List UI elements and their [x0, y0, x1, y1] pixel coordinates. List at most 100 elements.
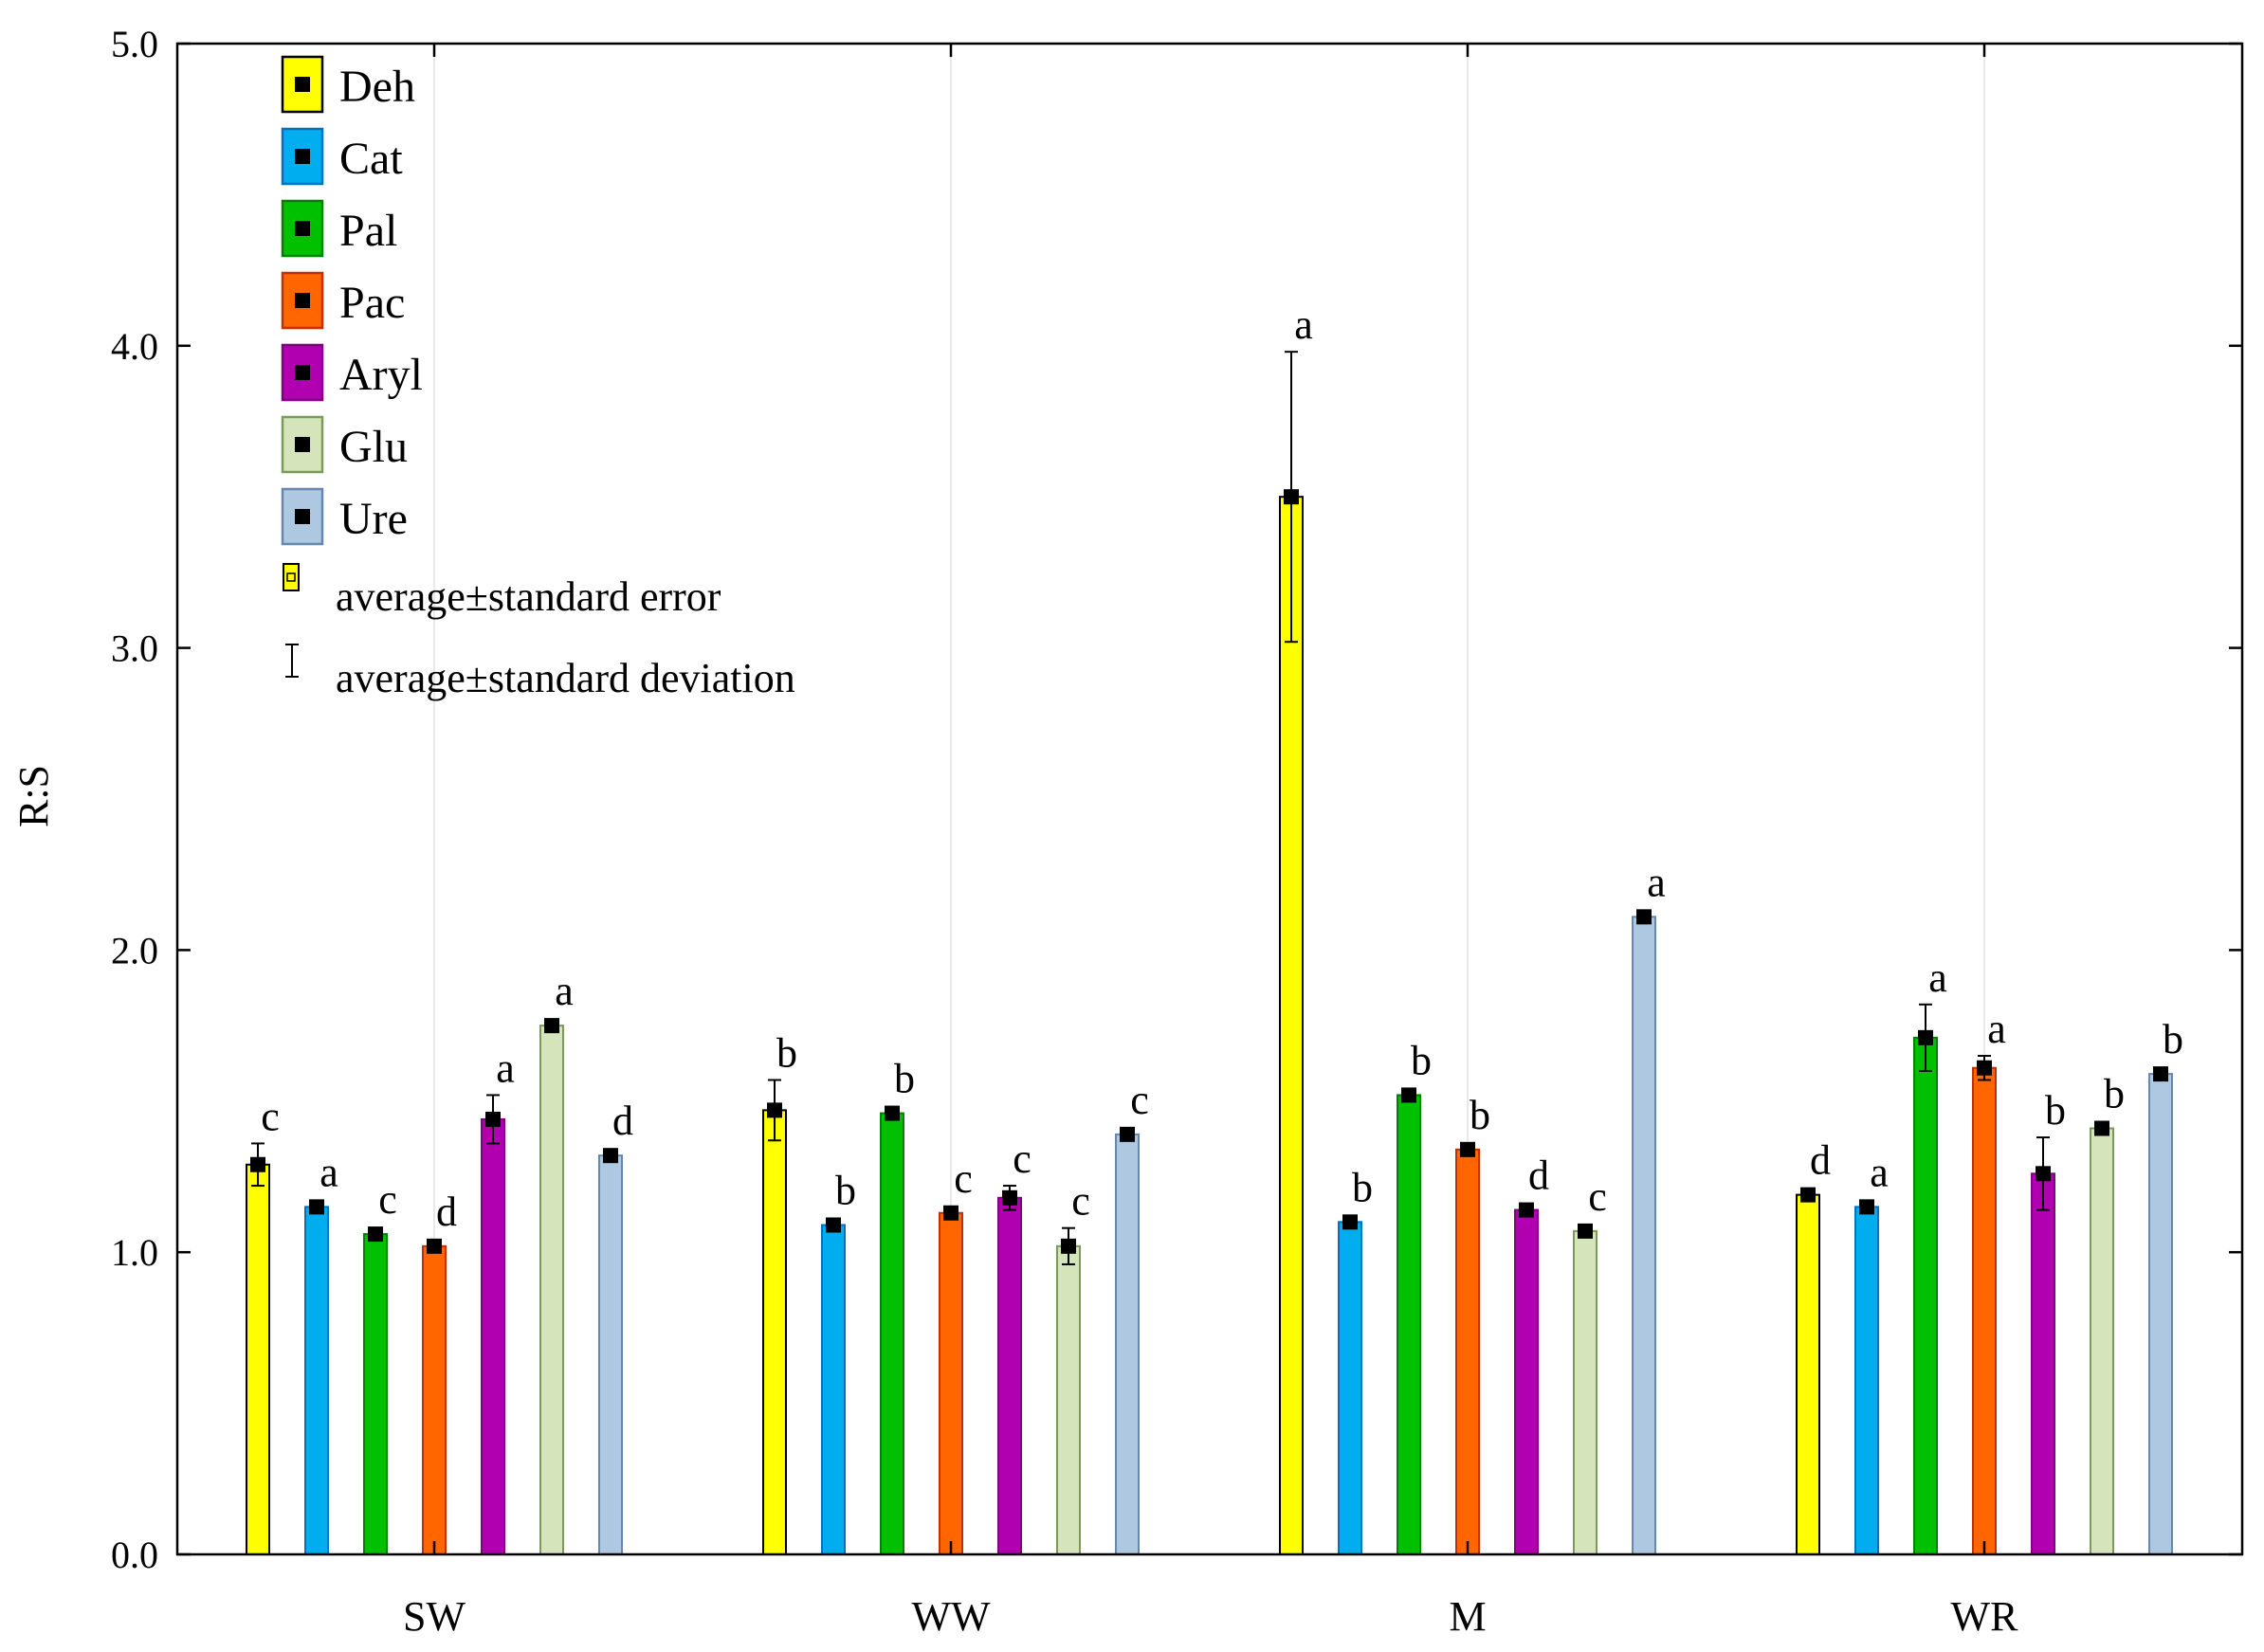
bar-cat-sw — [304, 1206, 329, 1555]
bar-pac-sw — [422, 1244, 447, 1555]
bar-deh-ww — [762, 1109, 787, 1555]
mean-marker-aryl-ww — [1002, 1189, 1017, 1206]
mean-marker-glu-wr — [2094, 1120, 2109, 1136]
significance-letter-glu-wr: b — [2104, 1070, 2125, 1116]
significance-letter-pac-ww: c — [954, 1155, 973, 1202]
significance-letter-aryl-wr: b — [2045, 1087, 2066, 1134]
bar-pal-m — [1397, 1094, 1421, 1555]
bar-aryl-wr — [2031, 1172, 2055, 1555]
significance-letter-ure-ww: c — [1130, 1077, 1149, 1123]
bar-deh-m — [1279, 496, 1304, 1556]
mean-marker-deh-wr — [1800, 1187, 1816, 1203]
bar-aryl-sw — [481, 1117, 505, 1555]
significance-letter-deh-m: a — [1294, 301, 1313, 348]
legend-label-pac: Pac — [339, 278, 405, 328]
bar-pal-ww — [880, 1112, 904, 1555]
legend-marker-pac — [295, 293, 310, 308]
legend-se-icon — [283, 563, 300, 591]
bar-glu-wr — [2090, 1127, 2114, 1555]
mean-marker-ure-wr — [2153, 1066, 2168, 1082]
legend-label-glu: Glu — [339, 422, 408, 472]
bar-pac-ww — [939, 1211, 963, 1555]
significance-letter-ure-m: a — [1647, 859, 1666, 905]
mean-marker-deh-ww — [767, 1102, 782, 1118]
mean-marker-ure-sw — [603, 1148, 618, 1164]
bar-pac-m — [1455, 1148, 1480, 1555]
significance-letter-pac-wr: a — [1987, 1006, 2006, 1052]
mean-marker-pac-sw — [427, 1238, 442, 1254]
y-tick-label: 2.0 — [111, 929, 158, 971]
significance-letter-aryl-m: d — [1528, 1153, 1549, 1199]
mean-marker-aryl-wr — [2036, 1166, 2051, 1182]
mean-marker-glu-m — [1578, 1223, 1593, 1239]
significance-letter-glu-ww: c — [1071, 1178, 1090, 1225]
gridlines — [433, 44, 1985, 1554]
legend-note-sd: average±standard deviation — [336, 655, 795, 701]
bar-cat-m — [1338, 1221, 1362, 1555]
mean-marker-aryl-sw — [485, 1111, 501, 1127]
mean-marker-deh-sw — [250, 1156, 265, 1172]
mean-marker-cat-sw — [309, 1199, 324, 1215]
mean-marker-pac-m — [1460, 1141, 1475, 1157]
bar-deh-sw — [246, 1163, 270, 1556]
mean-marker-ure-m — [1636, 909, 1652, 925]
mean-marker-cat-m — [1342, 1214, 1358, 1230]
legend-label-pal: Pal — [339, 206, 397, 256]
mean-marker-glu-ww — [1061, 1238, 1076, 1254]
mean-marker-cat-wr — [1859, 1199, 1874, 1215]
bar-deh-wr — [1796, 1193, 1820, 1556]
significance-letter-cat-wr: a — [1870, 1149, 1889, 1195]
bar-ure-sw — [598, 1154, 623, 1555]
y-axis-title: R:S — [10, 765, 57, 827]
significance-letter-pac-sw: d — [436, 1189, 457, 1235]
y-tick-label: 0.0 — [111, 1534, 158, 1576]
mean-marker-ure-ww — [1120, 1126, 1135, 1142]
mean-marker-pal-sw — [368, 1226, 383, 1243]
legend-marker-glu — [295, 437, 310, 452]
significance-letter-cat-ww: b — [835, 1168, 856, 1214]
mean-marker-pac-wr — [1977, 1060, 1992, 1076]
mean-marker-aryl-m — [1519, 1202, 1534, 1218]
legend-marker-deh — [295, 77, 310, 92]
legend-marker-cat — [295, 149, 310, 164]
bar-aryl-ww — [997, 1196, 1022, 1556]
mean-marker-pac-ww — [943, 1205, 959, 1221]
significance-letter-pal-ww: b — [894, 1056, 915, 1102]
mean-marker-glu-sw — [544, 1018, 559, 1034]
significance-letter-ure-sw: d — [612, 1098, 633, 1144]
significance-letter-pal-sw: c — [378, 1176, 397, 1223]
mean-marker-pal-wr — [1918, 1029, 1933, 1045]
mean-marker-pal-ww — [885, 1105, 900, 1121]
significance-letter-pac-m: b — [1470, 1092, 1490, 1138]
significance-letter-cat-m: b — [1352, 1164, 1373, 1210]
y-tick-label: 3.0 — [111, 627, 158, 670]
legend-note-se: average±standard error — [336, 573, 721, 620]
significance-letter-cat-sw: a — [320, 1149, 338, 1195]
significance-letter-glu-sw: a — [555, 968, 574, 1014]
y-tick-label: 4.0 — [111, 325, 158, 368]
legend: Deh Cat Pal Pac Aryl Glu Ure average±standard e… — [281, 55, 795, 701]
legend-se-icon-marker — [286, 572, 296, 582]
significance-letter-glu-m: c — [1588, 1173, 1607, 1220]
x-tick-label: SW — [403, 1593, 466, 1640]
bar-pal-sw — [363, 1233, 388, 1556]
legend-label-cat: Cat — [339, 134, 403, 184]
bar-ure-m — [1632, 916, 1656, 1555]
significance-letter-aryl-ww: c — [1013, 1135, 1032, 1182]
legend-marker-aryl — [295, 365, 310, 380]
significance-letter-aryl-sw: a — [496, 1044, 515, 1091]
x-tick-label: WR — [1951, 1593, 2019, 1640]
x-tick-label: WW — [911, 1593, 991, 1640]
legend-marker-pal — [295, 221, 310, 236]
legend-label-ure: Ure — [339, 494, 408, 544]
significance-letter-pal-m: b — [1411, 1037, 1432, 1083]
bar-glu-ww — [1056, 1244, 1081, 1555]
significance-letter-deh-sw: c — [261, 1093, 280, 1139]
bar-glu-m — [1573, 1229, 1598, 1556]
significance-letter-pal-wr: a — [1928, 954, 1947, 1001]
significance-letter-deh-wr: d — [1810, 1137, 1831, 1184]
plot-frame — [175, 42, 2244, 1556]
bar-pal-wr — [1913, 1036, 1938, 1556]
